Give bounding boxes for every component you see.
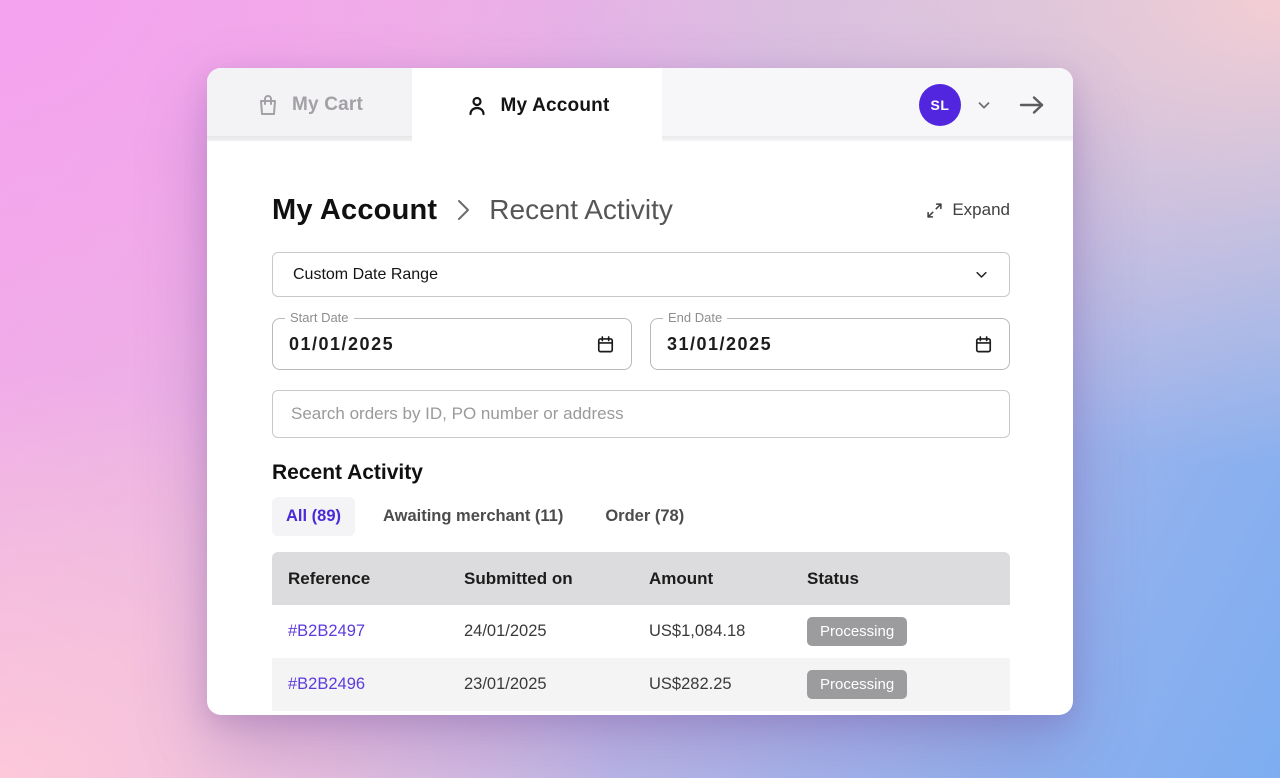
table-header-row: Reference Submitted on Amount Status	[272, 552, 1010, 605]
table-row: #B2B2497 24/01/2025 US$1,084.18 Processi…	[272, 605, 1010, 658]
breadcrumb-secondary: Recent Activity	[489, 194, 673, 225]
amount-cell: US$282.25	[649, 675, 732, 693]
top-tab-bar: My Cart My Account SL	[207, 68, 1073, 144]
page-title: My Account	[272, 193, 438, 226]
order-reference-link[interactable]: #B2B2497	[288, 622, 366, 640]
column-header-amount: Amount	[649, 568, 714, 588]
column-header-reference: Reference	[288, 568, 371, 588]
expand-button[interactable]: Expand	[926, 200, 1010, 220]
end-date-label: End Date	[663, 310, 728, 325]
breadcrumb: My Account Recent Activity	[272, 188, 1010, 232]
tab-all[interactable]: All (89)	[272, 497, 356, 536]
chevron-right-icon	[453, 197, 473, 223]
order-reference-link[interactable]: #B2B2496	[288, 675, 366, 693]
table-row: #B2B2496 23/01/2025 US$282.25 Processing	[272, 658, 1010, 711]
tab-awaiting-merchant[interactable]: Awaiting merchant (11)	[369, 497, 577, 536]
card-body: My Account Recent Activity	[207, 188, 1073, 711]
start-date-label: Start Date	[285, 310, 354, 325]
tab-my-cart[interactable]: My Cart	[207, 68, 412, 141]
date-range-selected-value: Custom Date Range	[293, 265, 438, 283]
calendar-icon[interactable]	[974, 335, 993, 354]
date-range-select[interactable]: Custom Date Range	[272, 252, 1010, 297]
expand-icon	[926, 202, 943, 219]
start-date-input[interactable]: Start Date 01/01/2025	[272, 310, 632, 370]
chevron-down-icon	[974, 267, 989, 282]
arrow-right-icon	[1017, 93, 1047, 117]
recent-activity-title: Recent Activity	[272, 461, 423, 484]
avatar-menu-button[interactable]	[975, 96, 993, 114]
shopping-bag-icon	[256, 93, 280, 117]
calendar-icon[interactable]	[596, 335, 615, 354]
tab-order[interactable]: Order (78)	[591, 497, 698, 536]
avatar[interactable]: SL	[919, 83, 961, 126]
tab-bar-right: SL	[662, 68, 1073, 141]
person-icon	[465, 94, 489, 118]
date-inputs-row: Start Date 01/01/2025 End Date 31/01/202…	[272, 310, 1010, 370]
start-date-value: 01/01/2025	[289, 333, 395, 354]
status-badge: Processing	[807, 670, 908, 699]
chevron-down-icon	[975, 96, 993, 114]
tab-my-account[interactable]: My Account	[412, 68, 662, 144]
app-window: My Cart My Account SL	[207, 68, 1073, 715]
activity-filter-tabs: All (89) Awaiting merchant (11) Order (7…	[272, 497, 1010, 536]
search-input[interactable]	[272, 390, 1010, 438]
column-header-submitted-on: Submitted on	[464, 568, 573, 588]
submitted-on-cell: 23/01/2025	[464, 675, 547, 693]
submitted-on-cell: 24/01/2025	[464, 622, 547, 640]
expand-label: Expand	[952, 200, 1010, 219]
activity-table: Reference Submitted on Amount Status #B2…	[272, 552, 1010, 711]
end-date-input[interactable]: End Date 31/01/2025	[650, 310, 1010, 370]
column-header-status: Status	[807, 568, 859, 588]
end-date-value: 31/01/2025	[667, 333, 773, 354]
status-badge: Processing	[807, 617, 908, 646]
tab-my-account-label: My Account	[500, 95, 610, 116]
amount-cell: US$1,084.18	[649, 622, 746, 640]
tab-my-cart-label: My Cart	[291, 93, 364, 115]
avatar-initials: SL	[930, 96, 950, 113]
forward-button[interactable]	[1017, 93, 1047, 117]
